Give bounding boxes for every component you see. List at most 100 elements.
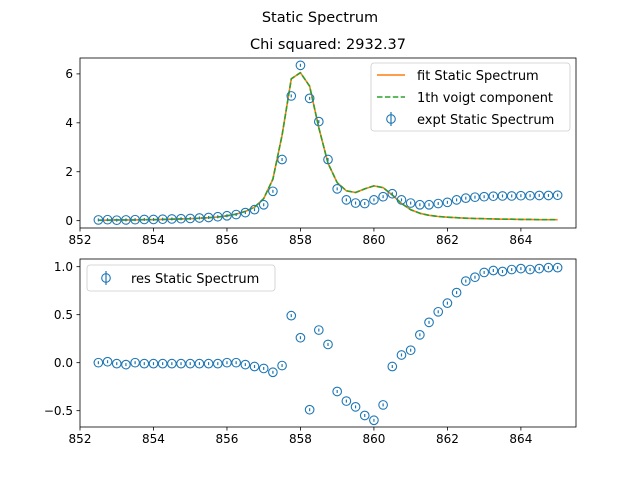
spectrum-data-point [102,214,113,225]
spectrum-data-point [433,198,444,209]
residual-data-point [167,358,177,369]
residual-data-point [212,358,223,369]
spectrum-data-point [552,190,563,201]
spectrum-data-point [323,154,333,165]
residual-data-point [222,357,232,368]
spectrum-data-point [479,191,489,202]
spectrum-data-point [405,198,416,208]
residual-data-point [157,358,168,369]
residual-data-point [121,359,131,370]
spectrum-xtick-label: 864 [509,233,532,247]
residual-data-point [497,266,508,277]
spectrum-data-point [231,209,241,220]
spectrum-data-point [534,190,545,201]
residual-axis-ticks: 852 854 856 858 860 862 864 −0.5 0.0 0.5 1.0 [44,260,532,446]
spectrum-data-point [387,188,398,199]
spectrum-series-line-1 [98,71,558,221]
spectrum-data-point [460,193,471,204]
spectrum-xtick-label: 862 [436,233,459,247]
residual-data-point [552,262,563,273]
spectrum-xtick-label: 860 [362,233,385,247]
spectrum-ytick-label: 0 [65,214,73,228]
residual-data-point [534,263,545,274]
spectrum-data-point [176,213,186,224]
residual-data-point [359,410,370,421]
legend-swatch-expt [386,112,396,126]
residual-legend-box [86,264,276,292]
residual-data-point [369,415,379,426]
spectrum-ytick-label: 6 [65,67,73,81]
residual-ytick-label: 0.0 [54,356,73,370]
spectrum-data-point [497,191,508,201]
residual-xtick-label: 856 [216,432,239,446]
residual-data-point [396,350,407,360]
residual-data-point [102,356,113,367]
spectrum-data-point [167,214,177,224]
residual-data-point [111,358,122,369]
spectrum-ytick-label: 2 [65,165,73,179]
residual-data-point [93,357,104,368]
residual-data-point [470,272,480,283]
residual-data-point [543,262,554,273]
spectrum-data-point [194,213,205,223]
spectrum-data-point [350,198,361,208]
residual-data-point [332,386,343,397]
spectrum-data-point [148,214,159,225]
spectrum-data-point [203,212,214,223]
residual-xtick-label: 860 [362,432,385,446]
residual-data-point [240,359,251,370]
spectrum-data-point [424,199,434,210]
spectrum-xtick-label: 856 [216,233,239,247]
spectrum-data-point [396,195,407,205]
spectrum-data-point [415,199,425,210]
spectrum-data-point [258,199,269,210]
residual-series [93,262,563,426]
panel-title-chi-squared: Chi squared: 2932.37 [250,37,406,53]
spectrum-data-point [277,154,287,165]
legend-label-fit: fit Static Spectrum [417,69,539,84]
residual-data-point [516,263,526,274]
residual-data-point [185,358,196,369]
residual-ytick-label: 1.0 [54,260,73,274]
spectrum-data-point [212,211,223,222]
spectrum-data-point [516,190,526,201]
residual-data-point [249,361,260,372]
residual-data-point [415,329,425,340]
spectrum-axis-ticks: 852 854 856 858 860 862 864 0 2 4 6 [65,67,532,247]
spectrum-axes-frame [79,57,577,229]
residual-data-point [203,358,214,369]
residual-data-point [268,367,278,378]
residual-data-point [176,358,186,369]
spectrum-data-point [249,204,260,215]
spectrum-data-point [332,184,343,194]
residual-data-point [525,264,535,275]
residual-xtick-label: 858 [289,432,312,446]
spectrum-data-point [139,214,150,225]
spectrum-xtick-label: 852 [69,233,92,247]
spectrum-data-point [488,191,499,202]
spectrum-series [93,60,563,226]
spectrum-data-point [268,186,278,197]
residual-data-point [194,358,205,369]
residual-data-point [378,400,388,410]
spectrum-data-point [359,198,370,209]
residual-data-point [231,357,241,368]
residual-data-point [451,287,462,298]
residual-data-point [139,358,150,369]
figure-suptitle: Static Spectrum [262,10,378,26]
residual-xtick-label: 864 [509,432,532,446]
spectrum-data-point [525,190,535,201]
spectrum-xtick-label: 858 [289,233,312,247]
legend-label-voigt: 1th voigt component [417,91,553,106]
spectrum-data-point [442,197,453,208]
residual-ytick-label: 0.5 [54,308,73,322]
residual-data-point [304,404,315,415]
residual-data-point [341,396,352,406]
residual-data-point [148,358,159,369]
spectrum-data-point [451,195,462,205]
residual-xtick-label: 862 [436,432,459,446]
residual-data-point [442,298,453,309]
residual-data-point [488,265,499,276]
residual-axes-frame [79,258,577,428]
